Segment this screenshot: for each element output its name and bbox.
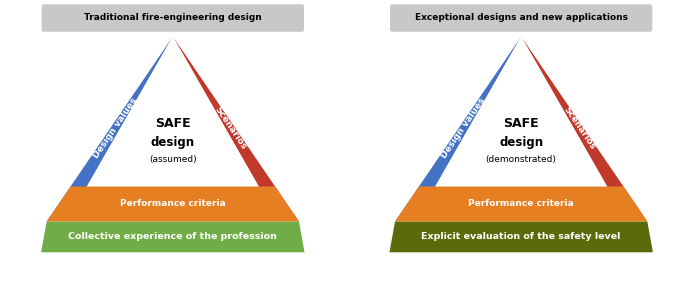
Text: (demonstrated): (demonstrated): [486, 155, 557, 164]
Text: Explicit evaluation of the safety level: Explicit evaluation of the safety level: [421, 233, 621, 241]
Text: Performance criteria: Performance criteria: [120, 199, 226, 208]
Text: design: design: [499, 136, 543, 148]
Text: SAFE: SAFE: [503, 117, 539, 130]
Text: Exceptional designs and new applications: Exceptional designs and new applications: [415, 13, 627, 23]
Polygon shape: [76, 186, 269, 205]
Polygon shape: [425, 186, 618, 205]
Text: (assumed): (assumed): [149, 155, 196, 164]
Polygon shape: [389, 221, 653, 252]
Text: design: design: [151, 136, 195, 148]
Text: Scenarios: Scenarios: [561, 105, 597, 152]
Polygon shape: [435, 37, 607, 186]
Text: SAFE: SAFE: [155, 117, 191, 130]
Polygon shape: [41, 221, 305, 252]
Polygon shape: [395, 37, 521, 221]
FancyBboxPatch shape: [42, 4, 304, 32]
Polygon shape: [521, 37, 648, 221]
FancyBboxPatch shape: [390, 4, 652, 32]
Text: Design values: Design values: [91, 96, 139, 160]
Text: Scenarios: Scenarios: [213, 105, 248, 152]
Text: Collective experience of the profession: Collective experience of the profession: [69, 233, 278, 241]
Polygon shape: [395, 186, 648, 221]
Text: Performance criteria: Performance criteria: [468, 199, 574, 208]
Polygon shape: [87, 37, 259, 186]
Polygon shape: [173, 37, 299, 221]
Polygon shape: [46, 37, 173, 221]
Polygon shape: [46, 186, 299, 221]
Text: Traditional fire-engineering design: Traditional fire-engineering design: [84, 13, 262, 23]
Text: Design values: Design values: [439, 96, 487, 160]
